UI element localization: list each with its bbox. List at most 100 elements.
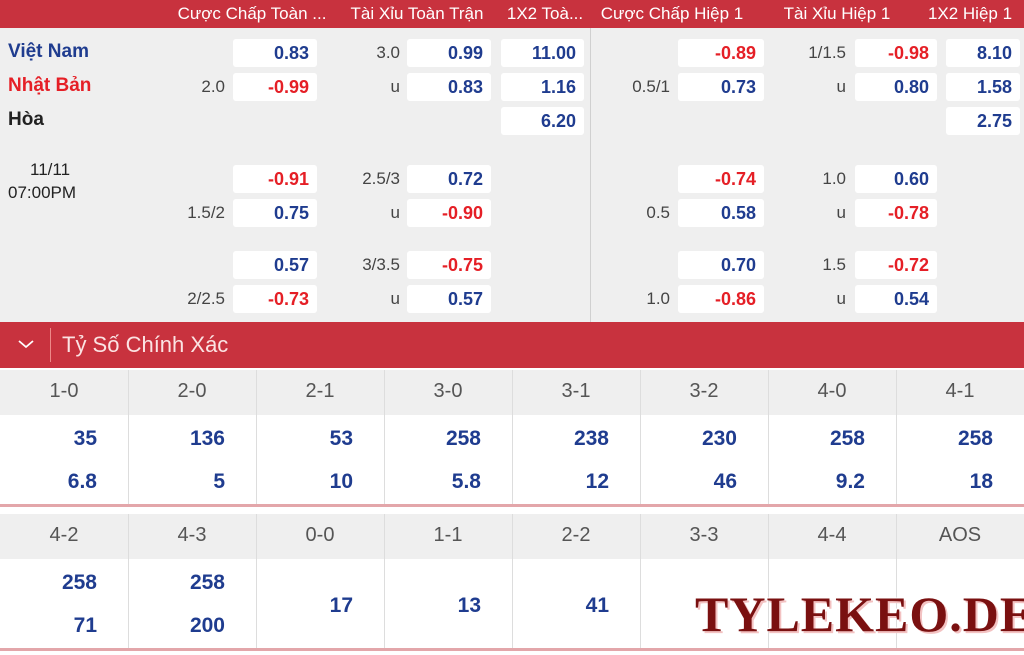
score-odds: 71	[73, 614, 97, 637]
handicap-line: 1.0	[822, 169, 846, 188]
match-time: 07:00PM	[8, 183, 77, 202]
cell-divider	[128, 514, 129, 648]
score-odds: 5	[213, 470, 225, 493]
odds-value: -0.72	[855, 251, 937, 279]
handicap-line: u	[390, 289, 400, 308]
score-odds: 18	[969, 470, 993, 493]
score-odds: 10	[329, 470, 353, 493]
score-odds: 258	[189, 571, 225, 594]
score-label: 1-0	[49, 380, 79, 402]
block-border	[0, 504, 1024, 507]
score-label: 4-3	[177, 524, 207, 546]
odds-value: -0.75	[407, 251, 491, 279]
score-label: 4-2	[49, 524, 79, 546]
score-odds: 13	[457, 594, 481, 617]
cell-divider	[512, 514, 513, 648]
match-date: 11/11	[30, 160, 71, 179]
score-odds: 12	[585, 470, 609, 493]
odds-value: 8.10	[946, 39, 1020, 67]
odds-value: -0.90	[407, 199, 491, 227]
team-name: Nhật Bản	[8, 75, 92, 96]
handicap-line: u	[836, 77, 846, 96]
cell-divider	[768, 370, 769, 504]
handicap-line: 1/1.5	[808, 43, 846, 62]
score-odds: 258	[957, 427, 993, 450]
cell-divider	[896, 370, 897, 504]
score-odds: 41	[585, 594, 609, 617]
score-label: 3-1	[561, 380, 591, 402]
cell-divider	[384, 370, 385, 504]
cell-divider	[640, 514, 641, 648]
score-label: 4-0	[817, 380, 847, 402]
score-label: 2-2	[561, 524, 591, 546]
block-border	[0, 648, 1024, 651]
score-odds: 17	[329, 594, 353, 617]
column-header: Tài Xỉu Hiệp 1	[783, 4, 891, 23]
score-label: 3-0	[433, 380, 463, 402]
watermark: TYLEKEO.DE	[695, 586, 1024, 642]
score-odds: 230	[701, 427, 737, 450]
score-odds: 35	[73, 427, 97, 450]
odds-value: 0.80	[855, 73, 937, 101]
score-odds: 258	[829, 427, 865, 450]
handicap-line: u	[390, 203, 400, 222]
odds-value: 6.20	[501, 107, 584, 135]
cell-divider	[384, 514, 385, 648]
score-label: AOS	[938, 524, 982, 546]
score-label: 2-1	[305, 380, 335, 402]
divider	[590, 28, 591, 322]
odds-value: -0.86	[678, 285, 764, 313]
column-header: Tài Xỉu Toàn Trận	[350, 4, 484, 23]
handicap-line: 3/3.5	[362, 255, 400, 274]
score-odds: 53	[329, 427, 353, 450]
cell-divider	[256, 370, 257, 504]
score-label: 3-2	[689, 380, 719, 402]
odds-value: 0.70	[678, 251, 764, 279]
odds-value: 11.00	[501, 39, 584, 67]
score-odds: 258	[445, 427, 481, 450]
separator	[50, 328, 51, 362]
odds-value: 0.72	[407, 165, 491, 193]
column-header: Cược Chấp Toàn ...	[177, 4, 327, 23]
score-odds: 5.8	[451, 470, 481, 493]
score-odds: 258	[61, 571, 97, 594]
odds-value: -0.91	[233, 165, 317, 193]
odds-value: 2.75	[946, 107, 1020, 135]
chevron-icon[interactable]	[16, 336, 36, 352]
handicap-line: 2.5/3	[362, 169, 400, 188]
handicap-line: 3.0	[376, 43, 400, 62]
cell-divider	[512, 370, 513, 504]
odds-value: -0.74	[678, 165, 764, 193]
score-label: 2-0	[177, 380, 207, 402]
score-odds: 6.8	[67, 470, 97, 493]
column-header: Cược Chấp Hiệp 1	[600, 4, 744, 23]
cell-divider	[896, 514, 897, 648]
handicap-line: u	[836, 289, 846, 308]
odds-value: 0.60	[855, 165, 937, 193]
score-label: 3-3	[689, 524, 719, 546]
score-odds: 136	[189, 427, 225, 450]
score-label: 1-1	[433, 524, 463, 546]
cell-divider	[128, 370, 129, 504]
odds-value: 1.16	[501, 73, 584, 101]
odds-value: 0.57	[233, 251, 317, 279]
team-name: Hòa	[8, 109, 44, 130]
section-bar[interactable]: Tỷ Số Chính Xác	[0, 322, 1024, 368]
handicap-line: 0.5	[646, 203, 670, 222]
score-odds: 238	[573, 427, 609, 450]
score-odds: 200	[189, 614, 225, 637]
column-header: 1X2 Hiệp 1	[927, 4, 1013, 23]
header-bar	[0, 0, 1024, 28]
column-header: 1X2 Toà...	[506, 4, 584, 23]
handicap-line: 2/2.5	[187, 289, 225, 308]
score-label: 4-1	[945, 380, 975, 402]
odds-value: 0.73	[678, 73, 764, 101]
handicap-line: 1.5	[822, 255, 846, 274]
odds-value: 0.99	[407, 39, 491, 67]
odds-value: -0.89	[678, 39, 764, 67]
handicap-line: 0.5/1	[632, 77, 670, 96]
score-label: 0-0	[305, 524, 335, 546]
handicap-line: u	[836, 203, 846, 222]
cell-divider	[256, 514, 257, 648]
